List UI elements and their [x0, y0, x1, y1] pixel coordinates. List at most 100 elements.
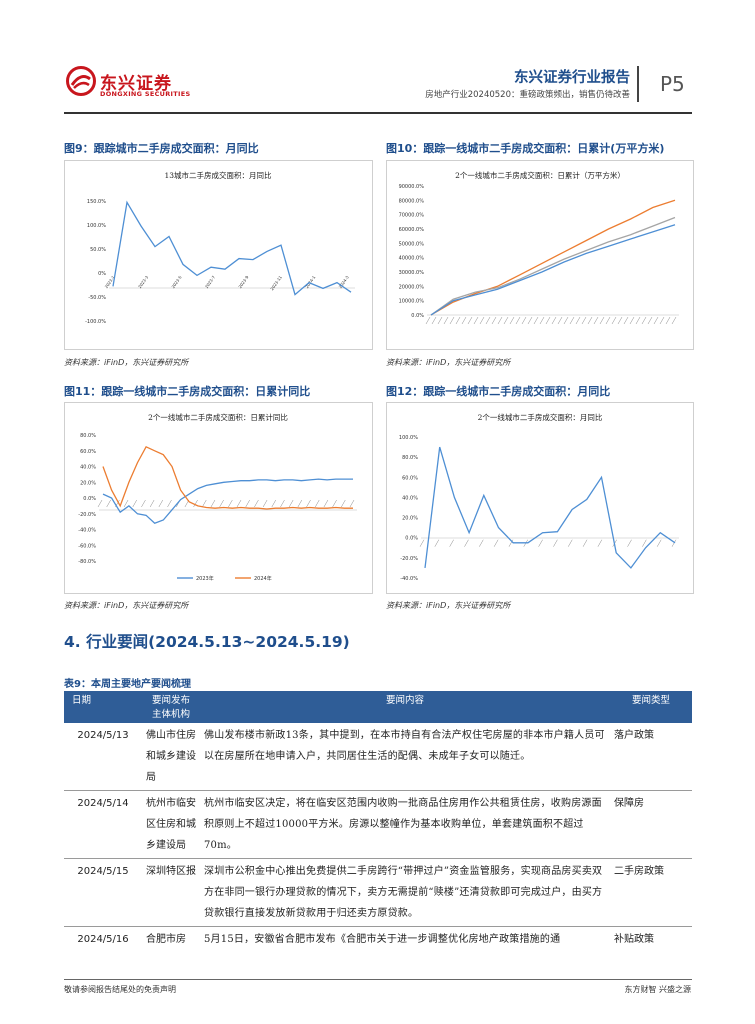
x-tick-mark [569, 316, 575, 325]
news-content: 杭州市临安区决定，将在临安区范围内收购一批商品住房用作公共租赁住房，收购房源面积… [200, 790, 610, 859]
logo-text-en: DONGXING SECURITIES [100, 90, 191, 98]
y-tick-label: 60000.0% [399, 227, 425, 233]
x-tick-mark [593, 316, 599, 325]
x-tick-mark [641, 316, 647, 325]
report-title: 东兴证券行业报告 [514, 70, 630, 86]
figure-caption: 图11：跟踪一线城市二手房成交面积：日累计同比 [64, 385, 311, 398]
x-tick-mark [315, 499, 320, 508]
x-tick-mark [599, 316, 605, 325]
x-tick-mark [167, 499, 172, 508]
news-org: 杭州市临安区住房和城乡建设局 [142, 790, 200, 859]
x-tick-mark [236, 499, 242, 508]
x-tick-mark [553, 539, 558, 547]
x-tick-mark [479, 539, 484, 547]
table-header-row: 日期 要闻发布 要闻内容 要闻类型 [64, 691, 692, 707]
x-tick-mark [659, 316, 665, 325]
chart-title: 13城市二手房成交面积：月同比 [164, 170, 272, 180]
x-tick-mark [193, 499, 198, 508]
x-tick-mark [280, 499, 285, 508]
x-tick-mark [473, 316, 479, 325]
x-tick-mark [611, 316, 617, 325]
x-tick-mark [581, 316, 587, 325]
news-type: 二手房政策 [610, 858, 692, 927]
news-date: 2024/5/15 [64, 858, 142, 927]
logo-icon [66, 66, 96, 96]
series-line [112, 200, 352, 296]
y-tick-label: 80000.0% [399, 198, 425, 204]
column-header: 要闻内容 [200, 691, 610, 707]
x-tick-mark [515, 316, 521, 325]
table-row: 2024/5/15 深圳特区报 深圳市公积金中心推出免费提供二手房跨行“带押过户… [64, 858, 692, 927]
y-tick-label: 20000.0% [399, 284, 425, 290]
x-tick-mark [557, 316, 563, 325]
y-tick-label: 0.0% [83, 496, 96, 502]
column-subheader: 主体机构 [142, 707, 200, 723]
chart-fig9: 13城市二手房成交面积：月同比 150.0% 100.0% 50.0% 0% -50.0… [64, 160, 373, 350]
figure-source: 资料来源：iFinD，东兴证券研究所 [64, 358, 189, 367]
x-tick-mark [219, 499, 224, 508]
x-tick-mark [642, 539, 647, 547]
series-line [430, 199, 676, 316]
y-tick-label: 80.0% [402, 455, 418, 461]
news-org: 合肥市房 [146, 934, 186, 945]
x-tick-mark [141, 499, 146, 508]
x-tick-label: 2023-11 [269, 274, 283, 291]
series-line [102, 445, 353, 510]
y-tick-label: 50000.0% [399, 241, 425, 247]
x-tick-mark [665, 316, 671, 325]
x-tick-mark [597, 539, 603, 547]
chart-title: 2个一线城市二手房成交面积：日累计（万平方米） [455, 170, 625, 180]
x-tick-mark [539, 316, 545, 325]
news-org: 深圳特区报 [142, 858, 200, 927]
x-tick-mark [563, 316, 569, 325]
figure-caption: 图9：跟踪城市二手房成交面积：月同比 [64, 142, 259, 155]
x-tick-label: 2024-1 [304, 274, 316, 289]
x-tick-mark [106, 499, 111, 508]
news-content: 深圳市公积金中心推出免费提供二手房跨行“带押过户”资金监管服务，实现商品房买卖双… [200, 858, 610, 927]
table-row: 2024/5/13 佛山市住房和城乡建设局 佛山发布楼市新政13条，其中提到，在… [64, 723, 692, 791]
y-tick-label: -20.0% [78, 512, 96, 518]
x-tick-mark [455, 316, 461, 325]
column-header: 日期 [64, 691, 142, 707]
x-tick-mark [425, 316, 431, 325]
x-tick-mark [464, 539, 469, 547]
series-line [430, 216, 676, 316]
figure-source: 资料来源：iFinD，东兴证券研究所 [386, 601, 511, 610]
news-type: 保障房 [610, 790, 692, 859]
y-tick-label: 30000.0% [399, 270, 425, 276]
x-tick-mark [647, 316, 653, 325]
news-table: 日期 要闻发布 要闻内容 要闻类型 主体机构 2024/5/13 佛山市住房和城… [64, 691, 692, 952]
news-content: 佛山发布楼市新政13条，其中提到，在本市持自有合法产权住宅房屋的非本市户籍人员可… [200, 723, 610, 791]
y-tick-label: 40.0% [402, 495, 418, 501]
series-line [430, 224, 676, 316]
news-date: 2024/5/16 [77, 934, 129, 945]
x-tick-mark [533, 316, 539, 325]
page-number: P5 [660, 72, 685, 96]
y-tick-label: 0.0% [411, 313, 424, 319]
x-tick-mark [527, 316, 533, 325]
x-tick-mark [434, 539, 440, 547]
x-tick-mark [437, 316, 443, 325]
chart-fig12: 2个一线城市二手房成交面积：月同比 100.0% 80.0% 60.0% 40.0% 2… [386, 402, 694, 594]
news-type: 落户政策 [610, 723, 692, 791]
y-tick-label: 0.0% [405, 536, 418, 542]
news-org: 佛山市住房和城乡建设局 [142, 723, 200, 791]
chart-title: 2个一线城市二手房成交面积：月同比 [478, 412, 603, 422]
x-tick-mark [297, 499, 303, 508]
y-tick-label: 90000.0% [399, 184, 425, 190]
y-tick-label: -40.0% [400, 576, 418, 582]
x-tick-mark [538, 539, 543, 547]
x-tick-mark [479, 316, 485, 325]
x-tick-mark [545, 316, 551, 325]
x-tick-mark [431, 316, 437, 325]
x-tick-mark [306, 499, 311, 508]
footer-slogan: 东方财智 兴盛之源 [624, 985, 691, 994]
x-tick-mark [627, 539, 632, 547]
x-tick-mark [605, 316, 611, 325]
footer-disclaimer: 敬请参阅报告结尾处的免责声明 [64, 985, 176, 994]
y-tick-label: -100.0% [85, 319, 106, 325]
y-tick-label: 40000.0% [399, 256, 425, 262]
x-tick-mark [635, 316, 641, 325]
y-tick-label: 20.0% [402, 516, 418, 522]
figure-source: 资料来源：iFinD，东兴证券研究所 [386, 358, 511, 367]
